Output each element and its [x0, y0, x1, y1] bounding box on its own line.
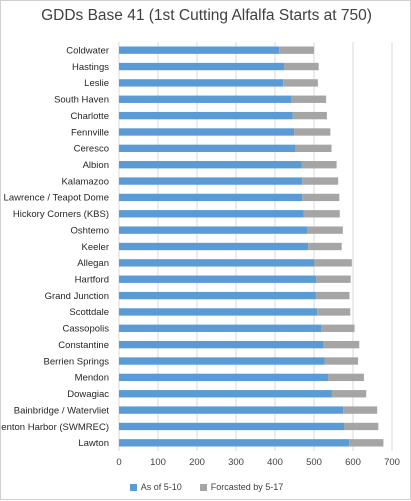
bar-forecast — [315, 291, 350, 300]
bar-forecast — [291, 95, 327, 103]
bar-forecast — [306, 226, 343, 234]
category-label: Dowagiac — [67, 389, 109, 400]
bar-as-of — [119, 439, 350, 447]
category-label: Grand Junction — [45, 291, 109, 302]
x-tick-label: 100 — [150, 457, 166, 468]
category-label: Coldwater — [66, 45, 109, 56]
bar-forecast — [302, 177, 339, 185]
bar-as-of — [119, 242, 309, 251]
x-tick-label: 300 — [228, 457, 244, 468]
bar-as-of — [119, 79, 284, 87]
bar-forecast — [294, 128, 331, 136]
bar-forecast — [302, 193, 340, 202]
category-label: Oshtemo — [70, 225, 109, 236]
legend-label: As of 5-10 — [140, 482, 182, 492]
x-tick-label: 0 — [116, 457, 121, 468]
bar-forecast — [328, 373, 364, 382]
bar-forecast — [321, 324, 355, 332]
category-label: Charlotte — [70, 111, 109, 122]
bar-as-of — [119, 128, 295, 136]
category-label: Cassopolis — [63, 324, 110, 335]
legend-swatch — [129, 483, 137, 491]
x-tick-label: 200 — [189, 457, 205, 468]
bar-as-of — [119, 340, 324, 349]
bar-forecast — [301, 161, 337, 169]
category-label: Berrien Springs — [44, 356, 110, 367]
bar-forecast — [316, 275, 351, 283]
legend-item: As of 5-10 — [129, 482, 182, 492]
bar-forecast — [303, 210, 340, 218]
bar-as-of — [119, 144, 296, 153]
bar-as-of — [119, 210, 304, 218]
category-label: Mendon — [75, 373, 109, 384]
bar-forecast — [323, 340, 360, 349]
category-label: Hastings — [72, 62, 109, 73]
category-label: Keeler — [82, 242, 109, 253]
category-label: Constantine — [58, 340, 109, 351]
bar-as-of — [119, 308, 318, 316]
bar-forecast — [308, 242, 342, 251]
bar-as-of — [119, 291, 316, 300]
bar-as-of — [119, 422, 345, 431]
bar-forecast — [314, 259, 352, 267]
bar-as-of — [119, 390, 332, 398]
bar-as-of — [119, 259, 314, 267]
bar-as-of — [119, 324, 322, 332]
x-tick-label: 400 — [267, 457, 283, 468]
category-label: Hickory Corners (KBS) — [13, 209, 109, 220]
category-label: Hartford — [75, 275, 109, 286]
bar-forecast — [279, 46, 314, 54]
bar-forecast — [283, 62, 319, 71]
bar-as-of — [119, 62, 284, 71]
category-label: Ceresco — [74, 144, 109, 155]
bar-as-of — [119, 95, 292, 103]
category-label: Allegan — [77, 258, 109, 269]
legend-swatch — [199, 483, 207, 491]
bar-as-of — [119, 406, 344, 414]
category-label: Albion — [83, 160, 109, 171]
x-tick-label: 700 — [384, 457, 400, 468]
category-label: Fennville — [71, 127, 109, 138]
bar-as-of — [119, 357, 325, 365]
chart-title: GDDs Base 41 (1st Cutting Alfalfa Starts… — [41, 7, 372, 24]
category-label: Lawrence / Teapot Dome — [4, 193, 109, 204]
category-label: Bainbridge / Watervliet — [14, 405, 110, 416]
category-label: South Haven — [54, 95, 109, 106]
bar-forecast — [292, 111, 327, 120]
bar-forecast — [324, 357, 359, 365]
category-label: Scottdale — [69, 307, 109, 318]
category-label: Kalamazoo — [61, 176, 109, 187]
x-tick-label: 600 — [345, 457, 361, 468]
bar-as-of — [119, 111, 293, 120]
bar-forecast — [331, 390, 367, 398]
category-label: Leslie — [84, 78, 109, 89]
bar-forecast — [317, 308, 351, 316]
x-tick-label: 500 — [306, 457, 322, 468]
legend-label: Forcasted by 5-17 — [210, 482, 284, 492]
bar-forecast — [295, 144, 332, 153]
bar-as-of — [119, 46, 280, 54]
legend: As of 5-10 Forcasted by 5-17 — [1, 482, 411, 492]
bar-as-of — [119, 177, 303, 185]
bar-as-of — [119, 161, 302, 169]
bar-as-of — [119, 193, 303, 202]
legend-item: Forcasted by 5-17 — [199, 482, 284, 492]
category-label: Benton Harbor (SWMREC) — [1, 422, 109, 433]
bar-as-of — [119, 226, 307, 234]
bar-forecast — [344, 422, 379, 431]
bar-forecast — [283, 79, 318, 87]
bar-as-of — [119, 275, 317, 283]
category-label: Lawton — [78, 438, 109, 449]
bar-forecast — [343, 406, 378, 414]
bar-as-of — [119, 373, 329, 382]
bar-forecast — [349, 439, 384, 447]
